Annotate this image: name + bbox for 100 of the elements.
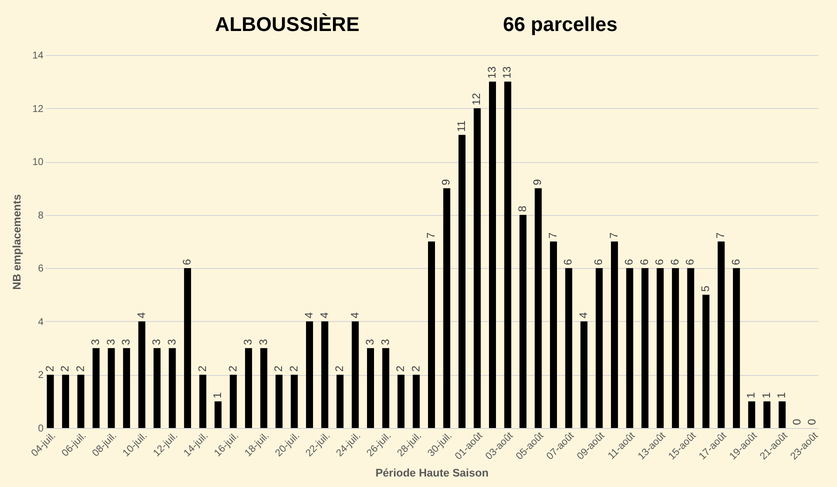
bar	[488, 82, 496, 428]
y-tick-label: 2	[38, 370, 44, 382]
bar	[245, 348, 252, 428]
data-label: 9	[440, 179, 453, 186]
data-label: 6	[730, 259, 742, 266]
bar	[260, 348, 268, 428]
data-label: 7	[426, 232, 438, 238]
data-label: 4	[578, 312, 590, 318]
x-axis-title: Période Haute Saison	[375, 468, 489, 480]
bar	[382, 348, 390, 428]
y-tick-label: 14	[32, 50, 44, 62]
y-tick-label: 10	[32, 157, 44, 168]
bar	[367, 348, 374, 428]
chart-title: ALBOUSSIÈRE	[215, 14, 360, 37]
y-tick-label: 8	[38, 210, 44, 222]
data-label: 1	[760, 392, 773, 398]
y-axis-title: NB emplacements	[11, 194, 24, 290]
bar	[534, 188, 542, 428]
data-label: 4	[304, 312, 316, 318]
y-tick-label: 12	[32, 104, 44, 115]
bar	[778, 401, 786, 428]
data-label: 3	[151, 338, 164, 346]
data-label: 2	[288, 366, 300, 372]
bar	[398, 374, 405, 428]
bar	[550, 242, 557, 428]
data-label: 2	[227, 366, 240, 372]
bar	[687, 268, 694, 428]
data-label: 7	[715, 232, 728, 238]
data-label: 2	[273, 366, 286, 372]
data-label: 6	[684, 259, 697, 266]
data-label: 3	[105, 338, 118, 346]
bar	[108, 348, 115, 428]
data-label: 0	[806, 418, 819, 425]
data-label: 6	[593, 259, 606, 266]
data-label: 1	[212, 392, 224, 398]
data-label: 13	[486, 66, 498, 79]
bar	[184, 268, 192, 428]
data-label: 13	[502, 66, 514, 79]
bar	[641, 268, 648, 428]
data-label: 2	[196, 366, 209, 372]
data-label: 6	[182, 259, 194, 266]
data-label: 7	[547, 232, 560, 238]
bar	[230, 374, 237, 428]
bar	[168, 348, 176, 428]
data-label: 12	[471, 93, 484, 106]
bar	[565, 268, 572, 428]
bar	[62, 374, 70, 428]
bar	[702, 294, 710, 428]
bar	[443, 188, 450, 428]
bar	[352, 321, 359, 428]
data-label: 2	[74, 366, 87, 372]
bar	[336, 374, 344, 428]
data-label: 4	[318, 312, 331, 318]
y-tick-label: 4	[38, 316, 44, 328]
bar	[214, 401, 222, 428]
data-label: 2	[410, 366, 422, 372]
data-label: 3	[242, 338, 255, 346]
bar	[77, 374, 84, 428]
bar	[748, 401, 756, 428]
bar	[519, 214, 526, 428]
data-label: 7	[608, 232, 620, 238]
data-label: 3	[380, 338, 392, 346]
y-tick-label: 0	[38, 424, 44, 434]
data-label: 11	[456, 120, 468, 132]
bar	[596, 268, 603, 428]
bar	[306, 321, 314, 428]
data-label: 3	[166, 338, 178, 346]
bar	[138, 321, 146, 428]
bar	[656, 268, 664, 428]
bar	[290, 374, 298, 428]
data-label: 3	[258, 338, 270, 346]
data-label: 8	[516, 206, 529, 212]
bar	[412, 374, 420, 428]
data-label: 5	[700, 286, 712, 292]
bar	[672, 268, 679, 428]
bar	[154, 348, 161, 428]
data-label: 2	[60, 366, 72, 372]
data-label: 4	[136, 312, 148, 318]
data-label: 6	[654, 259, 666, 266]
bar	[123, 348, 130, 428]
bar	[428, 242, 435, 428]
bar	[763, 401, 770, 428]
bar	[458, 134, 466, 428]
data-label: 4	[349, 312, 362, 318]
data-label: 6	[638, 259, 651, 266]
data-label: 6	[562, 259, 575, 266]
data-label: 6	[669, 259, 682, 266]
bar	[504, 82, 512, 428]
data-label: 3	[364, 338, 377, 346]
bar	[321, 321, 328, 428]
data-label: 2	[44, 366, 56, 372]
bar	[718, 242, 725, 428]
bar	[626, 268, 634, 428]
data-label: 1	[746, 392, 758, 398]
data-label: 0	[791, 418, 804, 425]
data-label: 2	[334, 366, 346, 372]
bar	[276, 374, 283, 428]
data-label: 3	[90, 338, 102, 346]
data-label: 2	[395, 366, 408, 372]
bar	[580, 321, 588, 428]
